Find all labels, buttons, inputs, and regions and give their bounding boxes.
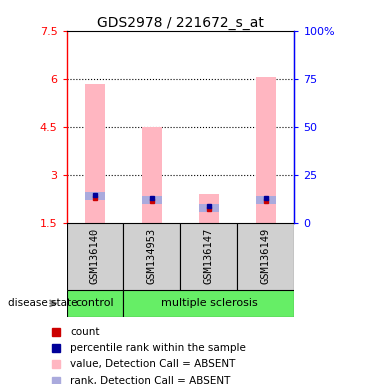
Bar (256, 77, 276, 223)
Text: multiple sclerosis: multiple sclerosis (161, 298, 257, 308)
Title: GDS2978 / 221672_s_at: GDS2978 / 221672_s_at (97, 16, 264, 30)
Text: rank, Detection Call = ABSENT: rank, Detection Call = ABSENT (70, 376, 231, 384)
Bar (124, 223, 180, 290)
Bar (85, 84, 105, 223)
Text: disease state: disease state (8, 298, 77, 308)
Bar (66, 223, 124, 290)
Bar (199, 194, 219, 223)
Bar (142, 127, 162, 223)
Bar (199, 204, 219, 212)
Bar (256, 195, 276, 204)
Bar (238, 223, 294, 290)
Bar (124, 290, 294, 317)
Bar (142, 195, 162, 204)
Bar (66, 290, 124, 317)
Text: GSM134953: GSM134953 (147, 228, 157, 285)
Text: GSM136147: GSM136147 (204, 228, 214, 285)
Text: value, Detection Call = ABSENT: value, Detection Call = ABSENT (70, 359, 236, 369)
Text: GSM136149: GSM136149 (261, 228, 271, 285)
Text: control: control (76, 298, 114, 308)
Text: GSM136140: GSM136140 (90, 228, 100, 285)
Bar (180, 223, 238, 290)
Bar (85, 192, 105, 200)
Text: percentile rank within the sample: percentile rank within the sample (70, 343, 246, 353)
Text: count: count (70, 327, 100, 337)
